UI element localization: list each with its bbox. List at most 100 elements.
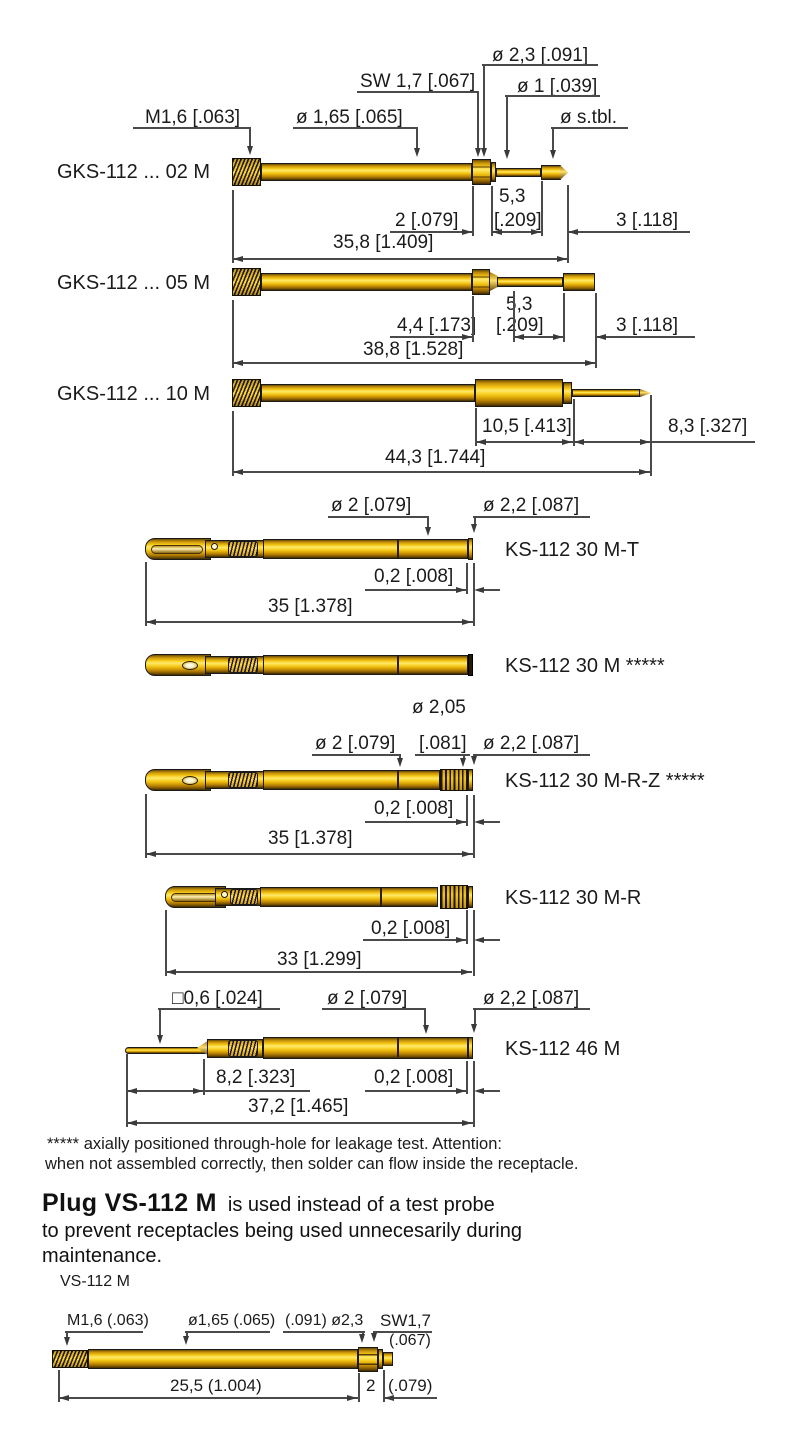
arrow-right-icon — [531, 228, 541, 235]
arrow-right-icon — [462, 1119, 472, 1126]
probe-piece-g — [475, 379, 563, 407]
dimension-line — [322, 1008, 425, 1010]
vs-callout-dia165: ø1,65 (.065) — [188, 1312, 276, 1329]
arrow-left-icon — [596, 333, 606, 340]
arrow-down-icon — [474, 147, 481, 157]
arrow-down-icon — [424, 526, 431, 536]
dim-2: 2 [.079] — [395, 210, 459, 231]
extension-line — [203, 1059, 205, 1095]
probe-piece-g — [261, 163, 472, 181]
arrow-down-icon — [396, 757, 403, 767]
extension-line — [358, 1373, 360, 1402]
arrow-left-icon — [476, 438, 486, 445]
probe-piece-g — [572, 389, 640, 397]
callout-dia22: ø 2,2 [.087] — [483, 733, 580, 754]
dimension-line — [595, 336, 695, 338]
probe-piece-dv — [397, 540, 399, 558]
probe-piece-g — [496, 168, 541, 177]
arrow-left-icon — [146, 618, 156, 625]
arrow-right-icon — [462, 850, 472, 857]
probe-piece-holeE — [182, 661, 198, 670]
arrow-down-icon — [422, 1024, 429, 1034]
extension-line — [466, 910, 468, 944]
callout-dia2: ø 2 [.079] — [315, 733, 396, 754]
vs-dim-total: 25,5 (1.004) — [170, 1376, 262, 1395]
probe-piece-g — [468, 886, 473, 908]
dim-44: 4,4 [.173] — [397, 315, 477, 336]
probe-name-gks02: GKS-112 ... 02 M — [57, 161, 211, 183]
dimension-line — [551, 127, 628, 129]
dimension-line — [126, 1122, 473, 1124]
dimension-line — [473, 754, 590, 756]
probe-piece-g — [383, 1352, 393, 1366]
callout-dia1: ø 1 [.039] — [517, 76, 598, 97]
dim-3: 3 [.118] — [616, 210, 678, 231]
dimension-line — [415, 754, 470, 756]
probe-piece-g — [260, 887, 438, 907]
dimension-line — [567, 231, 690, 233]
dimension-line — [145, 853, 473, 855]
arrow-down-icon — [370, 1332, 377, 1342]
arrow-right-icon — [557, 255, 567, 262]
dim-02: 0,2 [.008] — [374, 1067, 454, 1088]
probe-name-gks10: GKS-112 ... 10 M — [57, 383, 211, 405]
probe-piece-holeC — [221, 891, 228, 898]
plug-note-lead: Plug VS-112 M — [42, 1189, 217, 1217]
probe-piece-g — [468, 769, 473, 791]
extension-line — [383, 1370, 385, 1402]
vs-callout-m16: M1,6 (.063) — [67, 1312, 149, 1329]
dim-total-443: 44,3 [1.744] — [385, 447, 486, 468]
dimension-line — [477, 589, 500, 591]
extension-line — [475, 408, 477, 446]
arrow-right-icon — [456, 818, 466, 825]
probe-piece-g — [261, 384, 475, 402]
probe-name-ks30mr: KS-112 30 M-R — [505, 887, 642, 909]
dim-02: 0,2 [.008] — [374, 798, 454, 819]
plug-note-line1-rest: is used instead of a test probe — [227, 1194, 495, 1216]
probe-piece-coil — [228, 1040, 258, 1057]
dimension-line — [133, 127, 250, 129]
dimension-line — [357, 91, 478, 93]
dim-82: 8,2 [.323] — [216, 1067, 296, 1088]
vs-caption: VS-112 M — [60, 1273, 130, 1290]
extension-line — [249, 127, 251, 147]
arrow-left-icon — [384, 1394, 394, 1401]
dim-83: 8,3 [.327] — [668, 416, 748, 437]
arrow-left-icon — [474, 818, 484, 825]
callout-dia165: ø 1,65 [.065] — [296, 107, 403, 128]
probe-piece-g — [263, 539, 468, 559]
arrow-left-icon — [59, 1394, 69, 1401]
extension-line — [473, 1061, 475, 1127]
probe-piece-g — [491, 162, 496, 182]
probe-piece-dv — [397, 1038, 399, 1057]
dim-02: 0,2 [.008] — [371, 918, 451, 939]
dimension-line — [365, 821, 466, 823]
dimension-line — [283, 1331, 365, 1333]
arrow-right-icon — [462, 333, 472, 340]
dimension-line — [126, 1090, 310, 1092]
arrow-right-icon — [462, 228, 472, 235]
arrow-left-icon — [233, 468, 243, 475]
dimension-line — [383, 1397, 437, 1399]
vs-callout-sw17-inch: (.067) — [389, 1332, 431, 1349]
callout-m16: M1,6 [.063] — [145, 107, 241, 128]
dimension-line — [145, 621, 473, 623]
arrow-down-icon — [246, 145, 253, 155]
arrow-down-icon — [470, 523, 477, 533]
probe-name-ks30mrz: KS-112 30 M-R-Z ***** — [505, 770, 705, 792]
dimension-line — [473, 516, 590, 518]
extension-line — [466, 1061, 468, 1094]
extension-line — [513, 291, 515, 342]
extension-line — [491, 186, 493, 236]
probe-piece-g — [563, 273, 595, 291]
arrow-down-icon — [480, 147, 487, 157]
dimension-line — [473, 1008, 590, 1010]
dim-105: 10,5 [.413] — [482, 416, 572, 437]
dimension-line — [328, 516, 428, 518]
probe-piece-taper — [490, 272, 498, 291]
probe-piece-dark — [468, 654, 473, 676]
arrow-down-icon — [358, 1333, 365, 1343]
dimension-line — [373, 1331, 432, 1333]
probe-piece-g — [261, 273, 472, 291]
probe-piece-g — [468, 538, 473, 560]
